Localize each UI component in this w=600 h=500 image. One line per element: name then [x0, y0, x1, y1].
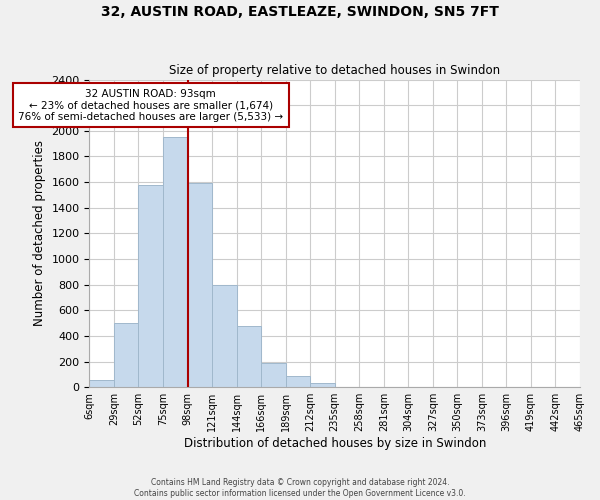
Text: Contains HM Land Registry data © Crown copyright and database right 2024.
Contai: Contains HM Land Registry data © Crown c…: [134, 478, 466, 498]
Title: Size of property relative to detached houses in Swindon: Size of property relative to detached ho…: [169, 64, 500, 77]
Bar: [310, 382, 335, 387]
X-axis label: Distribution of detached houses by size in Swindon: Distribution of detached houses by size …: [184, 437, 486, 450]
Bar: [114, 323, 139, 387]
Bar: [236, 326, 261, 387]
Bar: [163, 137, 188, 387]
Text: 32 AUSTIN ROAD: 93sqm
← 23% of detached houses are smaller (1,674)
76% of semi-d: 32 AUSTIN ROAD: 93sqm ← 23% of detached …: [18, 88, 283, 122]
Text: 32, AUSTIN ROAD, EASTLEAZE, SWINDON, SN5 7FT: 32, AUSTIN ROAD, EASTLEAZE, SWINDON, SN5…: [101, 5, 499, 19]
Bar: [89, 380, 114, 387]
Bar: [261, 363, 286, 387]
Bar: [139, 184, 163, 387]
Bar: [188, 184, 212, 387]
Bar: [286, 376, 310, 387]
Bar: [212, 284, 236, 387]
Y-axis label: Number of detached properties: Number of detached properties: [33, 140, 46, 326]
